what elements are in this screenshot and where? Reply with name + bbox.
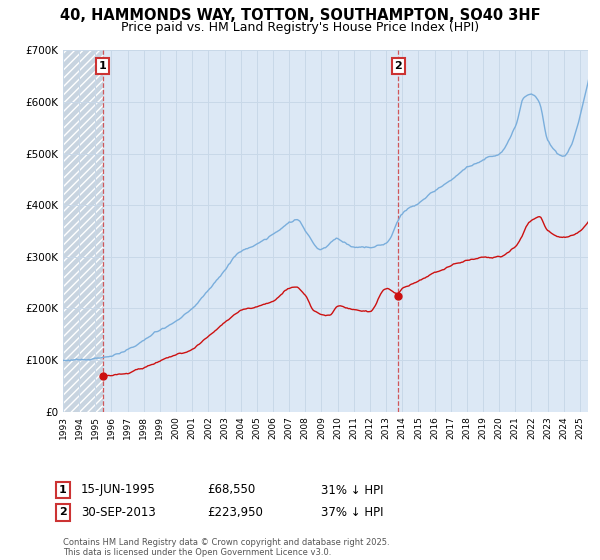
Text: 15-JUN-1995: 15-JUN-1995	[81, 483, 156, 497]
Bar	[63, 50, 103, 412]
Text: 1: 1	[99, 61, 107, 71]
Text: 30-SEP-2013: 30-SEP-2013	[81, 506, 156, 519]
Text: 31% ↓ HPI: 31% ↓ HPI	[321, 483, 383, 497]
Text: 37% ↓ HPI: 37% ↓ HPI	[321, 506, 383, 519]
Text: Contains HM Land Registry data © Crown copyright and database right 2025.
This d: Contains HM Land Registry data © Crown c…	[63, 538, 389, 557]
Text: £68,550: £68,550	[207, 483, 255, 497]
Text: 2: 2	[59, 507, 67, 517]
Text: 40, HAMMONDS WAY, TOTTON, SOUTHAMPTON, SO40 3HF: 40, HAMMONDS WAY, TOTTON, SOUTHAMPTON, S…	[59, 8, 541, 24]
Text: £223,950: £223,950	[207, 506, 263, 519]
Text: 1: 1	[59, 485, 67, 495]
Text: 2: 2	[394, 61, 402, 71]
Text: Price paid vs. HM Land Registry's House Price Index (HPI): Price paid vs. HM Land Registry's House …	[121, 21, 479, 34]
